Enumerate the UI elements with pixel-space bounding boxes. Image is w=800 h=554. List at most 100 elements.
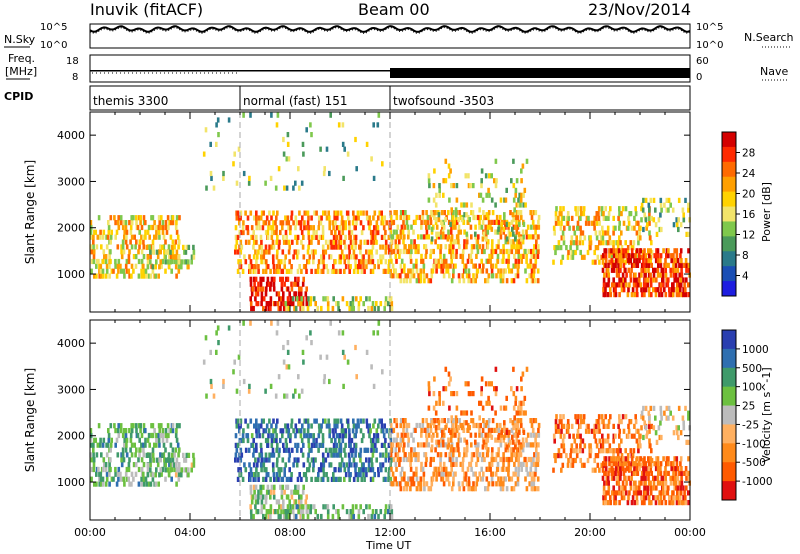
velocity-cell <box>507 442 511 448</box>
velocity-cell <box>474 432 477 438</box>
velocity-cell <box>659 495 663 501</box>
velocity-cell <box>434 410 438 416</box>
velocity-cell <box>536 476 540 482</box>
power-cell <box>451 224 455 230</box>
power-cell <box>442 273 446 279</box>
velocity-cell <box>555 453 558 459</box>
power-cell <box>565 245 568 251</box>
power-cell <box>122 249 126 255</box>
velocity-cell <box>102 466 105 473</box>
power-cell <box>338 239 341 245</box>
power-cell <box>101 234 105 240</box>
power-cell <box>494 183 498 189</box>
power-cell <box>640 267 643 273</box>
velocity-cell <box>587 428 591 434</box>
power-cell <box>144 220 147 226</box>
power-cell <box>619 253 622 259</box>
power-cell <box>259 254 263 260</box>
power-cell <box>312 296 316 302</box>
power-cell <box>452 273 455 279</box>
velocity-cell <box>240 437 243 444</box>
velocity-cell <box>671 415 675 421</box>
velocity-cell <box>437 442 441 448</box>
velocity-cell <box>504 447 508 453</box>
velocity-cell <box>371 452 375 458</box>
power-cell <box>285 220 289 226</box>
velocity-cell <box>672 495 675 501</box>
power-cell <box>410 244 413 250</box>
power-cell <box>602 277 606 283</box>
velocity-cell <box>402 456 406 463</box>
power-cell <box>390 239 393 245</box>
velocity-cell <box>170 452 174 458</box>
velocity-cell <box>373 472 376 478</box>
velocity-cell <box>454 415 458 421</box>
velocity-cell <box>483 456 486 463</box>
velocity-cell <box>565 453 568 459</box>
power-cell <box>281 268 285 274</box>
power-cell <box>532 273 536 279</box>
velocity-cell <box>234 442 238 448</box>
velocity-cell <box>139 447 142 453</box>
power-cell <box>399 273 402 279</box>
velocity-cell <box>287 447 291 453</box>
power-cell <box>449 221 452 227</box>
power-cell <box>323 166 326 172</box>
velocity-cell <box>164 457 168 463</box>
power-cell <box>529 210 532 216</box>
velocity-cell <box>284 423 287 429</box>
velocity-cell <box>127 462 131 468</box>
power-cell <box>437 234 441 240</box>
velocity-cell <box>442 471 445 477</box>
power-cell <box>525 253 528 259</box>
velocity-cell <box>514 432 517 438</box>
power-cell <box>297 296 300 302</box>
power-cell <box>497 226 500 232</box>
power-cell <box>376 122 380 128</box>
power-cell <box>117 258 121 265</box>
colorbar-swatch <box>722 386 736 407</box>
velocity-cell <box>626 500 630 506</box>
power-cell <box>275 291 279 297</box>
velocity-cell <box>446 444 450 450</box>
velocity-cell <box>98 471 101 477</box>
power-cell <box>607 272 610 278</box>
velocity-cell <box>640 414 643 420</box>
velocity-cell <box>513 461 516 467</box>
power-cell <box>175 259 179 265</box>
power-cell <box>135 239 138 245</box>
power-cell <box>166 215 170 221</box>
velocity-cell <box>123 437 126 443</box>
power-cell <box>512 278 516 284</box>
power-cell <box>350 254 353 260</box>
freq-left-tick-bottom: 8 <box>72 72 78 83</box>
power-cell <box>235 180 239 186</box>
velocity-cell <box>301 452 305 458</box>
power-cell <box>354 136 357 143</box>
power-cell <box>326 305 330 312</box>
velocity-cell <box>439 452 443 458</box>
power-cell <box>359 296 362 302</box>
velocity-cell <box>270 423 273 429</box>
power-cell <box>590 220 594 226</box>
velocity-cell <box>89 452 92 458</box>
velocity-cell <box>415 476 419 482</box>
power-cell <box>282 291 285 297</box>
velocity-cell <box>645 470 648 476</box>
velocity-cell <box>295 489 298 495</box>
velocity-cell <box>257 457 260 463</box>
velocity-cell <box>677 500 681 506</box>
velocity-cell <box>644 480 647 486</box>
velocity-cell <box>405 456 409 463</box>
power-cell <box>310 249 314 255</box>
power-cell <box>472 183 475 189</box>
power-cell <box>124 224 128 231</box>
power-cell <box>525 158 529 164</box>
velocity-cell <box>278 447 281 453</box>
colorbar-tick-label: 1000 <box>742 344 769 356</box>
power-cell <box>255 220 258 226</box>
power-cell <box>372 215 375 221</box>
power-cell <box>247 239 251 245</box>
power-cell <box>329 239 333 245</box>
power-cell <box>563 225 566 231</box>
